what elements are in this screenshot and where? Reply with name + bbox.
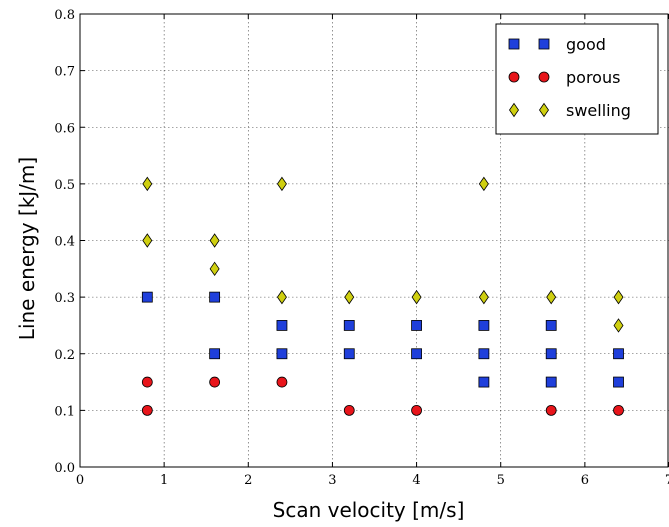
legend: good porous swelling: [495, 23, 659, 135]
swelling-point: [209, 261, 220, 277]
swelling-point: [344, 289, 355, 305]
x-tick-label: 4: [412, 473, 420, 488]
legend-box: [495, 23, 659, 135]
x-tick-label: 6: [581, 473, 589, 488]
series-good: [141, 291, 624, 388]
good-point: [343, 348, 355, 360]
legend-marker-swelling: [509, 102, 519, 118]
porous-point: [545, 404, 557, 416]
good-point: [343, 320, 355, 331]
good-point: [209, 291, 221, 303]
swelling-point: [142, 176, 153, 192]
y-tick-label: 0.8: [54, 8, 75, 23]
y-tick-label: 0.5: [54, 178, 75, 193]
good-point: [276, 348, 288, 360]
legend-label-porous: porous: [566, 68, 620, 87]
legend-marker-good: [538, 38, 550, 50]
x-tick-label: 1: [160, 473, 168, 488]
y-tick-label: 0.2: [54, 348, 75, 363]
good-point: [141, 291, 153, 303]
swelling-point: [142, 233, 153, 248]
legend-marker-swelling: [539, 102, 549, 118]
swelling-point: [546, 289, 557, 305]
legend-marker-porous: [508, 71, 520, 83]
good-point: [411, 348, 422, 360]
swelling-point: [276, 289, 287, 305]
good-point: [478, 348, 490, 360]
good-point: [478, 320, 490, 331]
good-point: [276, 320, 288, 331]
x-tick-label: 7: [665, 473, 669, 488]
x-tick-label: 0: [76, 473, 84, 488]
legend-marker-porous: [538, 71, 550, 83]
y-tick-label: 0.7: [54, 65, 75, 80]
x-tick-label: 2: [244, 473, 252, 488]
x-axis-label: Scan velocity [m/s]: [273, 498, 465, 522]
plot-frame: [79, 13, 669, 468]
porous-point: [613, 404, 624, 416]
porous-point: [209, 376, 221, 388]
swelling-point: [613, 318, 624, 333]
series-porous: [141, 376, 624, 416]
good-point: [411, 320, 422, 331]
legend-marker-good: [508, 38, 520, 50]
porous-point: [141, 376, 153, 388]
good-point: [209, 348, 221, 360]
swelling-point: [276, 176, 287, 192]
y-tick-label: 0.1: [54, 404, 75, 419]
y-axis-label: Line energy [kJ/m]: [15, 157, 39, 340]
good-point: [545, 320, 557, 331]
swelling-point: [478, 176, 489, 192]
good-point: [613, 348, 624, 360]
series-swelling: [142, 176, 624, 333]
good-point: [613, 376, 624, 388]
good-point: [478, 376, 490, 388]
porous-point: [411, 404, 422, 416]
tick-labels: 0 1 2 3 4 5 6 7 0.0 0.1 0.2 0.3 0.4 0.5 0.6 0.7 0.8: [54, 8, 669, 488]
x-tick-label: 5: [497, 473, 505, 488]
data-points: [141, 176, 624, 416]
y-tick-label: 0.3: [54, 291, 75, 306]
grid: [80, 14, 669, 467]
porous-point: [141, 404, 153, 416]
legend-label-swelling: swelling: [566, 101, 631, 120]
y-tick-label: 0.0: [54, 461, 75, 476]
swelling-point: [478, 289, 489, 305]
y-tick-label: 0.4: [54, 235, 75, 250]
good-point: [545, 376, 557, 388]
swelling-point: [411, 289, 422, 305]
good-point: [545, 348, 557, 360]
porous-point: [276, 376, 288, 388]
porous-point: [343, 404, 355, 416]
legend-label-good: good: [566, 35, 606, 54]
swelling-point: [613, 289, 624, 305]
swelling-point: [209, 233, 220, 248]
y-tick-label: 0.6: [54, 121, 75, 136]
x-tick-label: 3: [328, 473, 336, 488]
